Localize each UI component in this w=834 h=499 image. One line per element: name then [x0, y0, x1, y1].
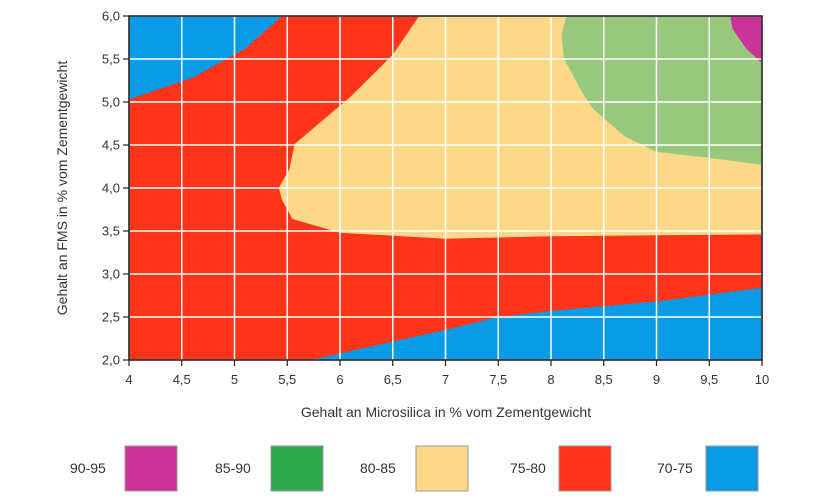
x-tick-label-7: 7,5 [489, 372, 507, 387]
legend-swatch-90-95 [124, 445, 178, 492]
y-axis-label: Gehalt an FMS in % vom Zementgewicht [54, 61, 70, 316]
y-tick-label-2: 3,0 [102, 267, 120, 282]
y-tick-label-0: 2,0 [102, 353, 120, 368]
x-tick-label-9: 8,5 [595, 372, 613, 387]
x-tick-label-6: 7 [442, 372, 449, 387]
legend-label-80-85: 80-85 [360, 460, 396, 476]
x-tick-label-2: 5 [231, 372, 238, 387]
y-tick-label-1: 2,5 [102, 310, 120, 325]
legend-label-70-75: 70-75 [657, 460, 693, 476]
legend-swatch-70-75 [705, 445, 759, 492]
x-tick-label-5: 6,5 [384, 372, 402, 387]
x-tick-label-12: 10 [755, 372, 769, 387]
legend-label-85-90: 85-90 [215, 460, 251, 476]
legend-label-75-80: 75-80 [510, 460, 546, 476]
x-tick-label-8: 8 [547, 372, 554, 387]
legend-swatch-80-85 [415, 445, 469, 492]
x-axis-label: Gehalt an Microsilica in % vom Zementgew… [301, 404, 591, 420]
y-tick-label-5: 4,5 [102, 138, 120, 153]
x-tick-label-4: 6 [336, 372, 343, 387]
y-tick-label-4: 4,0 [102, 181, 120, 196]
x-tick-label-3: 5,5 [278, 372, 296, 387]
zone-90-95-4 [730, 16, 762, 64]
zone-70-75-0 [129, 16, 282, 100]
legend-swatch-85-90 [270, 445, 324, 492]
x-tick-label-1: 4,5 [173, 372, 191, 387]
x-axis-ticks: 4 4,5 5 5,5 6 6,5 7 7,5 8 8,5 9 9,5 10 [125, 360, 769, 387]
legend: 90-95 85-90 80-85 75-80 70-75 [70, 445, 759, 492]
x-tick-label-0: 4 [125, 372, 132, 387]
zone-85-90-3 [561, 16, 762, 165]
zone-70-75-1 [310, 287, 762, 360]
y-tick-label-6: 5,0 [102, 95, 120, 110]
contour-zones [129, 16, 762, 360]
legend-label-90-95: 90-95 [70, 460, 106, 476]
y-tick-label-8: 6,0 [102, 9, 120, 24]
legend-swatch-75-80 [558, 445, 612, 492]
plot-area [128, 15, 763, 361]
x-tick-label-11: 9,5 [700, 372, 718, 387]
y-axis-ticks: 2,0 2,5 3,0 3,5 4,0 4,5 5,0 5,5 6,0 [102, 9, 129, 368]
y-tick-label-3: 3,5 [102, 224, 120, 239]
x-tick-label-10: 9 [653, 372, 660, 387]
y-tick-label-7: 5,5 [102, 52, 120, 67]
